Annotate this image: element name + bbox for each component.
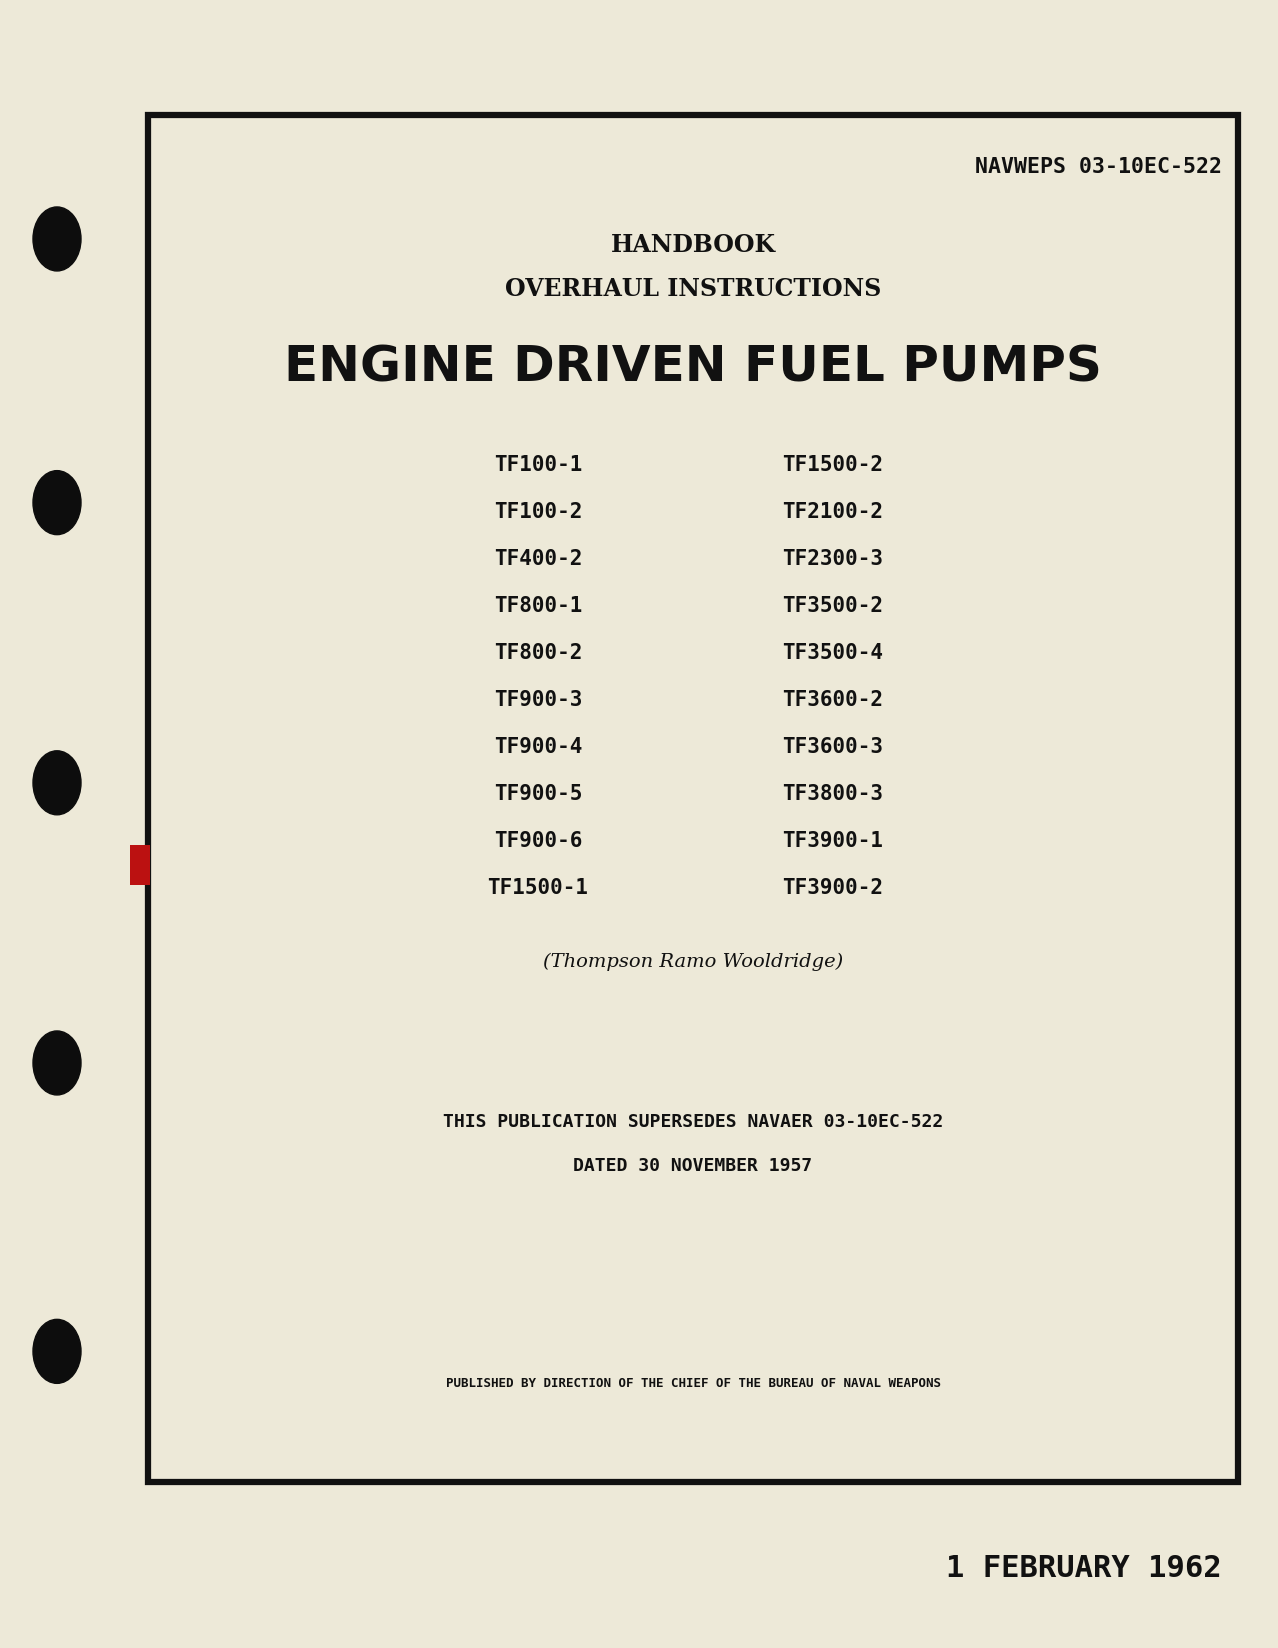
Text: TF3800-3: TF3800-3: [782, 784, 883, 804]
Text: TF400-2: TF400-2: [493, 549, 583, 569]
Text: TF800-2: TF800-2: [493, 643, 583, 662]
Text: TF800-1: TF800-1: [493, 597, 583, 616]
Text: TF3600-2: TF3600-2: [782, 691, 883, 710]
Text: TF900-6: TF900-6: [493, 831, 583, 850]
Text: TF3900-1: TF3900-1: [782, 831, 883, 850]
Ellipse shape: [33, 471, 81, 534]
Text: TF3600-3: TF3600-3: [782, 737, 883, 756]
Text: OVERHAUL INSTRUCTIONS: OVERHAUL INSTRUCTIONS: [505, 277, 881, 302]
Text: TF900-3: TF900-3: [493, 691, 583, 710]
Text: TF100-2: TF100-2: [493, 503, 583, 522]
Text: TF100-1: TF100-1: [493, 455, 583, 475]
Ellipse shape: [33, 1320, 81, 1383]
Text: DATED 30 NOVEMBER 1957: DATED 30 NOVEMBER 1957: [574, 1157, 813, 1175]
Text: TF3900-2: TF3900-2: [782, 878, 883, 898]
Bar: [130, 845, 150, 885]
Text: PUBLISHED BY DIRECTION OF THE CHIEF OF THE BUREAU OF NAVAL WEAPONS: PUBLISHED BY DIRECTION OF THE CHIEF OF T…: [446, 1378, 941, 1389]
Text: (Thompson Ramo Wooldridge): (Thompson Ramo Wooldridge): [543, 953, 843, 971]
Ellipse shape: [33, 1032, 81, 1094]
Text: TF1500-2: TF1500-2: [782, 455, 883, 475]
Text: TF2300-3: TF2300-3: [782, 549, 883, 569]
Text: TF900-4: TF900-4: [493, 737, 583, 756]
Text: TF2100-2: TF2100-2: [782, 503, 883, 522]
Bar: [148, 115, 1238, 1482]
Text: TF900-5: TF900-5: [493, 784, 583, 804]
Text: TF3500-2: TF3500-2: [782, 597, 883, 616]
Ellipse shape: [33, 751, 81, 814]
Text: 1 FEBRUARY 1962: 1 FEBRUARY 1962: [947, 1554, 1222, 1584]
Text: HANDBOOK: HANDBOOK: [611, 232, 776, 257]
Ellipse shape: [33, 208, 81, 270]
Text: NAVWEPS 03-10EC-522: NAVWEPS 03-10EC-522: [975, 157, 1222, 176]
Text: TF3500-4: TF3500-4: [782, 643, 883, 662]
Text: THIS PUBLICATION SUPERSEDES NAVAER 03-10EC-522: THIS PUBLICATION SUPERSEDES NAVAER 03-10…: [443, 1112, 943, 1131]
Text: ENGINE DRIVEN FUEL PUMPS: ENGINE DRIVEN FUEL PUMPS: [284, 343, 1102, 391]
Text: TF1500-1: TF1500-1: [487, 878, 588, 898]
